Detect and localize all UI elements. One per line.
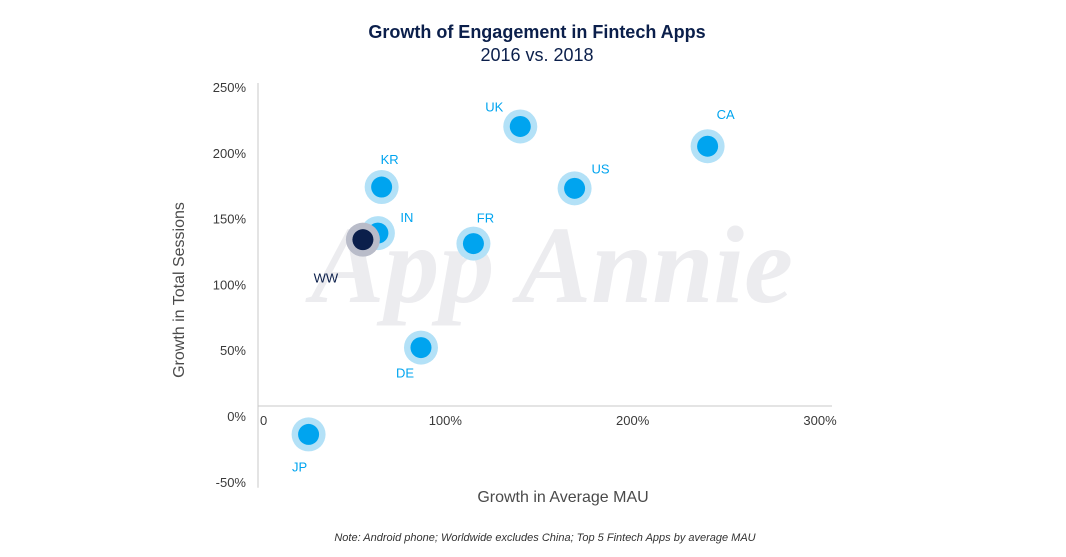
x-tick-label: 200%	[616, 413, 650, 428]
x-axis-label: Growth in Average MAU	[477, 489, 648, 506]
y-tick-label: -50%	[216, 475, 247, 490]
point-label: JP	[292, 459, 307, 474]
x-axis-ticks: 0 100% 200% 300%	[260, 413, 837, 428]
y-tick-label: 100%	[213, 277, 247, 292]
y-tick-label: 150%	[213, 212, 247, 227]
point-marker	[697, 135, 719, 157]
point-label: US	[592, 161, 610, 176]
y-tick-label: 50%	[220, 343, 246, 358]
point-ww: WW	[314, 222, 380, 286]
point-kr: KR	[364, 152, 399, 205]
point-marker	[564, 177, 586, 199]
point-marker	[371, 176, 393, 198]
y-tick-label: 0%	[227, 409, 246, 424]
point-marker	[410, 337, 432, 359]
data-points: UK CA KR US IN FR WW DE JP	[291, 99, 735, 474]
chart-title: Growth of Engagement in Fintech Apps	[368, 22, 705, 42]
point-marker	[298, 423, 320, 445]
point-label: UK	[485, 99, 503, 114]
point-marker	[462, 233, 484, 255]
point-marker	[352, 229, 374, 251]
point-de: DE	[396, 330, 438, 381]
y-tick-label: 250%	[213, 80, 247, 95]
point-us: US	[557, 161, 610, 206]
y-axis-label: Growth in Total Sessions	[171, 202, 188, 378]
point-jp: JP	[291, 417, 326, 474]
chart-note: Note: Android phone; Worldwide excludes …	[334, 532, 755, 544]
point-marker	[509, 115, 531, 137]
chart-subtitle: 2016 vs. 2018	[480, 45, 593, 65]
y-axis-ticks: 250% 200% 150% 100% 50% 0% -50%	[213, 80, 247, 490]
point-uk: UK	[485, 99, 538, 144]
point-label: FR	[477, 211, 494, 226]
point-label: WW	[314, 271, 339, 286]
x-tick-label: 100%	[429, 413, 463, 428]
point-label: KR	[381, 152, 399, 167]
point-ca: CA	[690, 107, 735, 164]
point-label: IN	[400, 210, 413, 225]
x-tick-label: 0	[260, 413, 267, 428]
point-label: CA	[717, 107, 735, 122]
point-label: DE	[396, 366, 414, 381]
x-tick-label: 300%	[803, 413, 837, 428]
y-tick-label: 200%	[213, 146, 247, 161]
point-fr: FR	[456, 211, 494, 261]
